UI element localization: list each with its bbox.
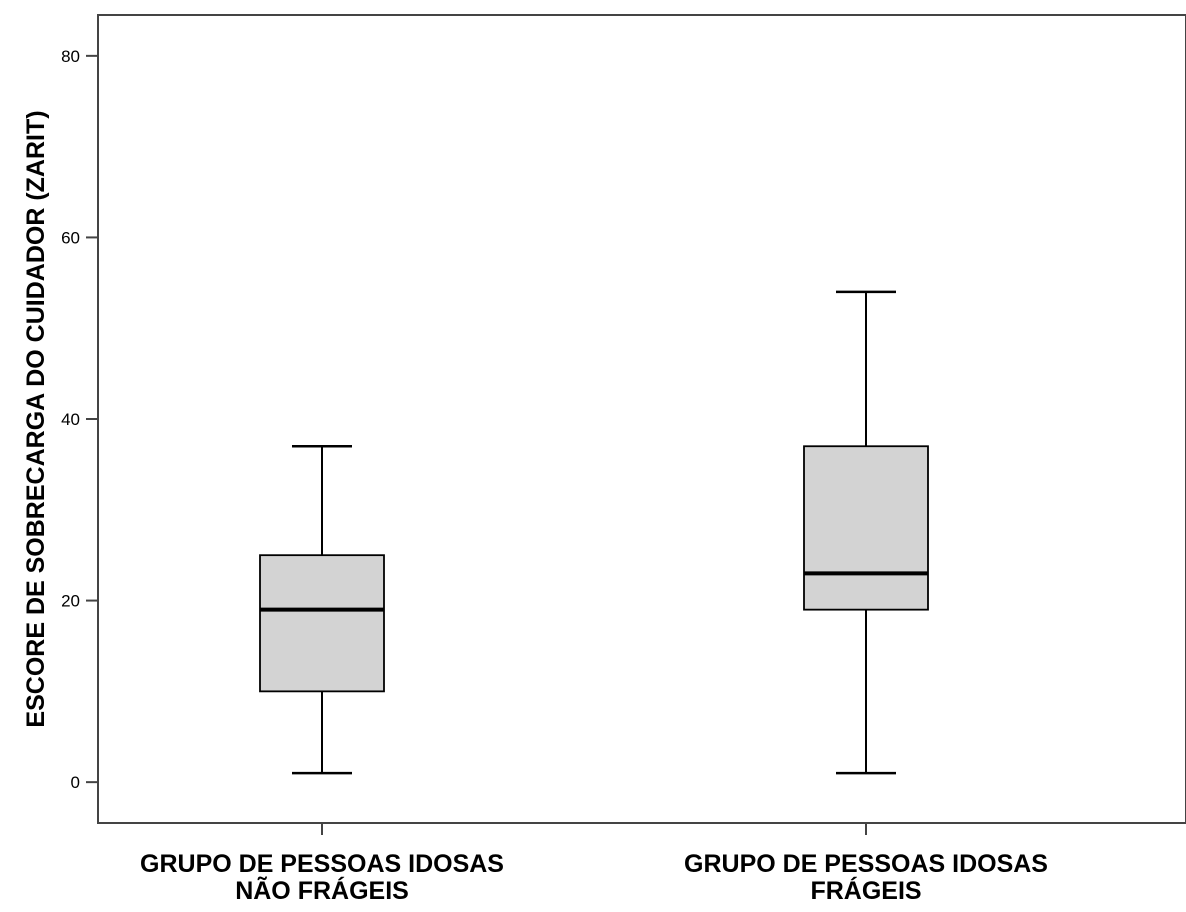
x-tick-label: GRUPO DE PESSOAS IDOSAS: [684, 850, 1048, 878]
box-group: [259, 444, 385, 775]
iqr-box: [803, 445, 929, 611]
y-tick-label: 60: [61, 228, 80, 247]
x-tick-label: NÃO FRÁGEIS: [235, 875, 409, 905]
x-tick-label: GRUPO DE PESSOAS IDOSAS: [140, 850, 504, 878]
y-tick-label: 0: [71, 773, 80, 792]
box-group: [803, 290, 929, 775]
x-tick-label: FRÁGEIS: [810, 876, 921, 905]
plot-frame: [97, 14, 1186, 824]
y-axis-label: ESCORE DE SOBRECARGA DO CUIDADOR (ZARIT): [22, 110, 50, 727]
y-tick-label: 20: [61, 592, 80, 611]
y-tick-label: 80: [61, 47, 80, 66]
iqr-box: [259, 554, 385, 693]
y-tick-label: 40: [61, 410, 80, 429]
box-series: [259, 290, 929, 775]
y-axis: 0 20 40 60 80: [61, 47, 98, 792]
